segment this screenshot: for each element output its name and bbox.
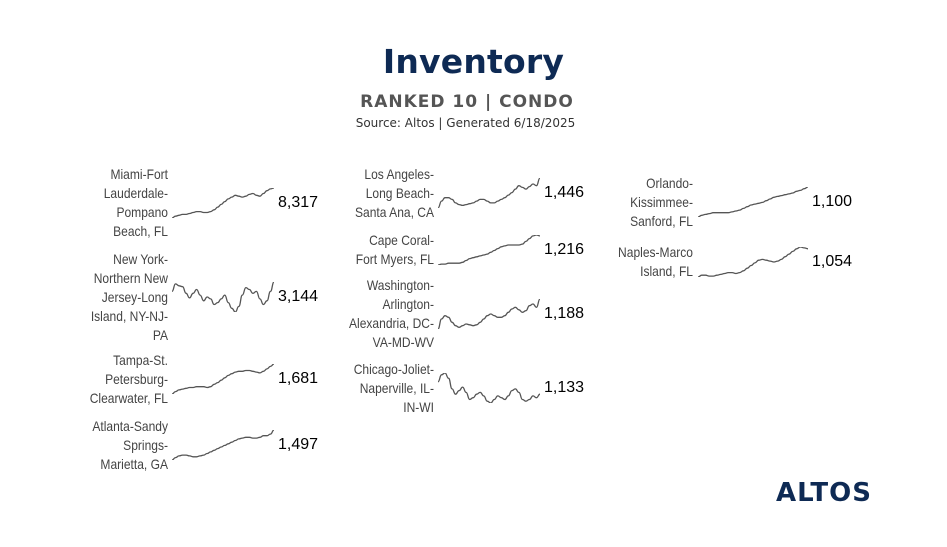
sparkline [698,187,808,217]
market-label-block: Washington-Arlington-Alexandria, DC-VA-M… [40,269,434,359]
market-value: 1,188 [544,305,585,322]
sparkline [698,247,808,277]
sparkline [438,178,540,208]
market-name: Los Angeles-Long Beach-Santa Ana, CA [355,165,434,220]
sparkline [172,430,274,460]
market-value: 1,054 [812,253,853,270]
market-label-block: Chicago-Joliet-Naperville, IL-IN-WI [40,343,434,433]
market-name: Tampa-St. Petersburg-Clearwater, FL [89,351,168,406]
market-label-block: Cape Coral-Fort Myers, FL [40,205,434,295]
sparkline-series [172,188,274,218]
sparkline-series [438,299,540,329]
market-name: Washington-Arlington-Alexandria, DC-VA-M… [349,277,434,350]
market-value: 3,144 [278,288,319,305]
sparkline [172,188,274,218]
market-label-block: Tampa-St. Petersburg-Clearwater, FL [40,334,168,424]
market-name: Cape Coral-Fort Myers, FL [355,232,434,267]
market-label-block: Naples-Marco Island, FL [40,217,693,307]
sparkline-series [438,235,540,265]
market-label-block: Atlanta-Sandy Springs-Marietta, GA [40,400,168,490]
market-value: 1,216 [544,241,585,258]
sparkline [172,282,274,312]
market-value: 1,446 [544,184,585,201]
market-label-block: Miami-Fort Lauderdale-Pompano Beach, FL [40,158,168,248]
market-name: Miami-Fort Lauderdale-Pompano Beach, FL [103,166,168,239]
sparkline-series [698,187,808,217]
market-label-block: Orlando-Kissimmee-Sanford, FL [40,157,693,247]
market-label-block: Los Angeles-Long Beach-Santa Ana, CA [40,148,434,238]
market-name: Atlanta-Sandy Springs-Marietta, GA [92,417,168,472]
sparkline [438,373,540,403]
source-line: Source: Altos | Generated 6/18/2025 [355,116,576,130]
sparkline [438,299,540,329]
market-name: Naples-Marco Island, FL [618,244,693,279]
sparkline-series [172,430,274,460]
sparkline [438,235,540,265]
market-name: Chicago-Joliet-Naperville, IL-IN-WI [353,360,434,415]
market-value: 1,681 [278,370,319,387]
altos-logo: ALTOS [776,478,872,508]
sparkline-series [698,247,808,277]
market-label-block: New York-Northern New Jersey-Long Island… [40,250,168,343]
market-value: 1,100 [812,193,853,210]
sparkline-series [172,282,274,312]
sparkline-series [438,373,540,403]
page-title: Inventory [382,42,565,81]
market-value: 1,133 [544,379,585,396]
sparkline [172,364,274,394]
page-subtitle: RANKED 10 | CONDO [360,92,574,112]
market-name: New York-Northern New Jersey-Long Island… [90,250,168,343]
sparkline-series [172,364,274,394]
market-value: 1,497 [278,436,319,453]
market-name: Orlando-Kissimmee-Sanford, FL [630,174,693,229]
sparkline-series [438,178,540,208]
market-value: 8,317 [278,194,319,211]
